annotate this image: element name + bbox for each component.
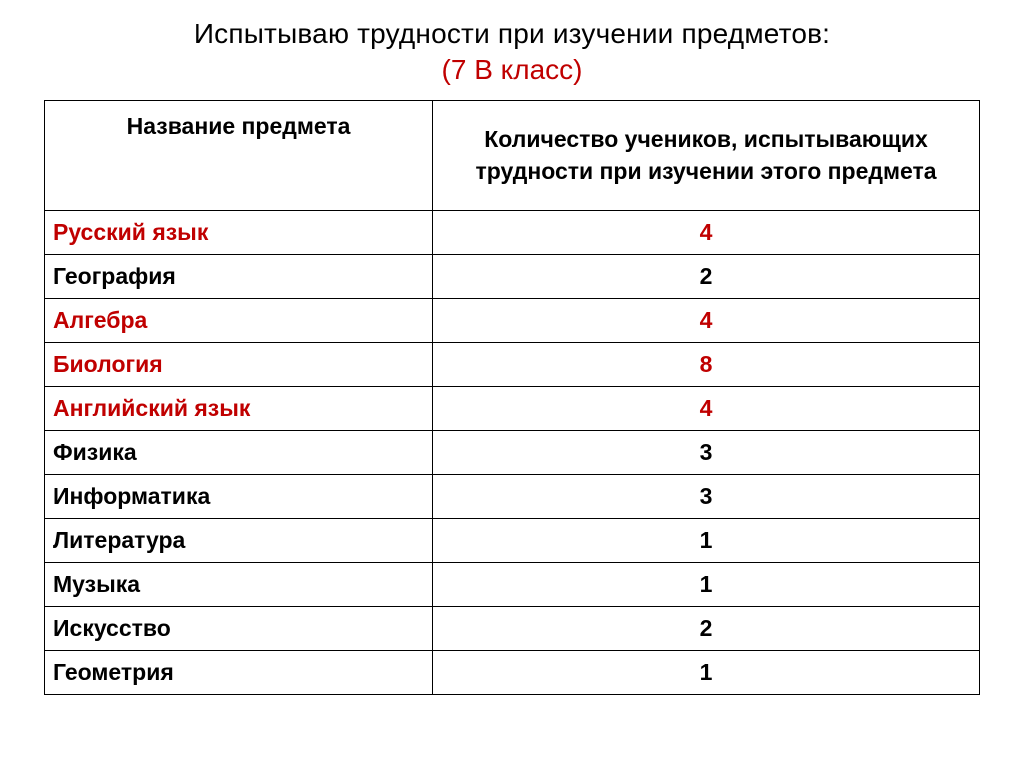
count-cell: 8 [433, 343, 980, 387]
column-header-count: Количество учеников, испытывающих трудно… [433, 101, 980, 211]
subject-cell: Физика [45, 431, 433, 475]
count-cell: 4 [433, 299, 980, 343]
subject-cell: Музыка [45, 563, 433, 607]
table-row: Английский язык4 [45, 387, 980, 431]
page-title-block: Испытываю трудности при изучении предмет… [44, 18, 980, 86]
column-header-subject: Название предмета [45, 101, 433, 211]
count-cell: 3 [433, 475, 980, 519]
table-row: Биология8 [45, 343, 980, 387]
subject-cell: Искусство [45, 607, 433, 651]
subject-cell: Английский язык [45, 387, 433, 431]
table-row: Информатика3 [45, 475, 980, 519]
subject-cell: Геометрия [45, 651, 433, 695]
table-row: Физика3 [45, 431, 980, 475]
table-row: Русский язык4 [45, 211, 980, 255]
table-header-row: Название предмета Количество учеников, и… [45, 101, 980, 211]
count-cell: 3 [433, 431, 980, 475]
table-row: Геометрия1 [45, 651, 980, 695]
count-cell: 2 [433, 255, 980, 299]
subject-cell: Алгебра [45, 299, 433, 343]
table-row: Алгебра4 [45, 299, 980, 343]
count-cell: 4 [433, 211, 980, 255]
page-title: Испытываю трудности при изучении предмет… [44, 18, 980, 50]
table-row: Музыка1 [45, 563, 980, 607]
difficulties-table: Название предмета Количество учеников, и… [44, 100, 980, 695]
subject-cell: Литература [45, 519, 433, 563]
subject-cell: География [45, 255, 433, 299]
subject-cell: Информатика [45, 475, 433, 519]
subject-cell: Русский язык [45, 211, 433, 255]
count-cell: 2 [433, 607, 980, 651]
table-row: Литература1 [45, 519, 980, 563]
count-cell: 1 [433, 563, 980, 607]
count-cell: 4 [433, 387, 980, 431]
page-subtitle: (7 В класс) [44, 54, 980, 86]
table-row: Искусство2 [45, 607, 980, 651]
count-cell: 1 [433, 519, 980, 563]
count-cell: 1 [433, 651, 980, 695]
subject-cell: Биология [45, 343, 433, 387]
table-row: География2 [45, 255, 980, 299]
